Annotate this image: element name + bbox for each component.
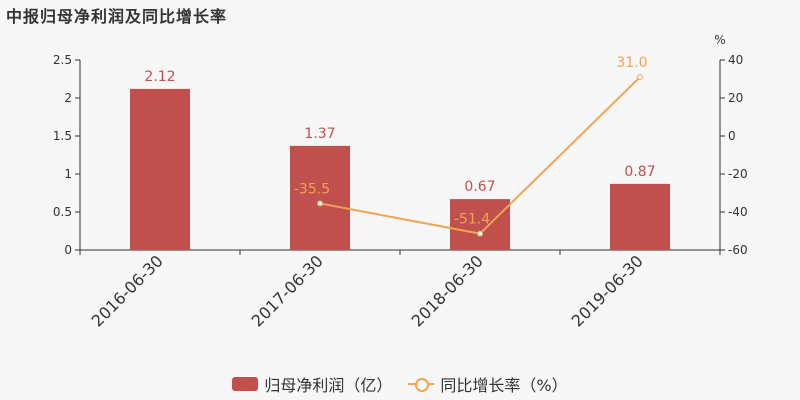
chart-canvas: 0 0.5 1 1.5 2 2.5 -60 -40 -20 0 20 40% 2.12 1.37 0.67 0…: [53, 33, 748, 331]
y-left-tick-label: 0: [64, 243, 72, 257]
line-point-2017-06-30: [317, 200, 323, 207]
x-tick-label: 2019-06-30: [568, 251, 647, 330]
bar-data-label: 1.37: [304, 126, 335, 142]
legend-item-line[interactable]: 同比增长率（%）: [408, 372, 568, 396]
y-right-tick-label: 40: [728, 53, 743, 67]
x-tick-label: 2016-06-30: [88, 251, 167, 330]
bar-data-label: 0.67: [464, 179, 495, 195]
y-left-tick-label: 2.5: [53, 53, 72, 67]
bar-2017-06-30: [290, 145, 350, 250]
y-left-tick-label: 2: [64, 91, 72, 105]
x-tick-label: 2017-06-30: [248, 251, 327, 330]
y-left-tick-label: 1.5: [53, 129, 72, 143]
line-data-label: -51.4: [454, 212, 490, 228]
y-right-tick-label: 20: [728, 91, 743, 105]
bar-2016-06-30: [130, 88, 190, 250]
y-right-unit: %: [714, 33, 725, 47]
bar-2018-06-30: [450, 199, 510, 250]
x-tick-label: 2018-06-30: [408, 251, 487, 330]
legend-item-bar[interactable]: 归母净利润（亿）: [232, 372, 392, 396]
bar-2019-06-30: [610, 183, 670, 250]
legend: 归母净利润（亿） 同比增长率（%）: [0, 372, 800, 396]
bar-data-label: 0.87: [624, 164, 655, 180]
y-right-tick-label: -20: [728, 167, 748, 181]
line-point-2019-06-30: [637, 74, 643, 81]
legend-line-swatch: [408, 377, 435, 392]
bar-data-label: 2.12: [144, 69, 175, 85]
y-right-tick-label: -60: [728, 243, 748, 257]
legend-label-bar: 归母净利润（亿）: [264, 376, 393, 395]
line-data-label: -35.5: [294, 181, 330, 197]
line-data-label: 31.0: [616, 55, 647, 71]
chart-title: 中报归母净利润及同比增长率: [6, 7, 228, 26]
y-right-tick-label: 0: [728, 129, 736, 143]
y-left-tick-label: 0.5: [53, 205, 72, 219]
line-point-2018-06-30: [477, 230, 483, 237]
legend-label-line: 同比增长率（%）: [440, 376, 568, 395]
legend-bar-swatch: [232, 377, 259, 391]
y-right-tick-label: -40: [728, 205, 748, 219]
y-left-tick-label: 1: [64, 167, 72, 181]
